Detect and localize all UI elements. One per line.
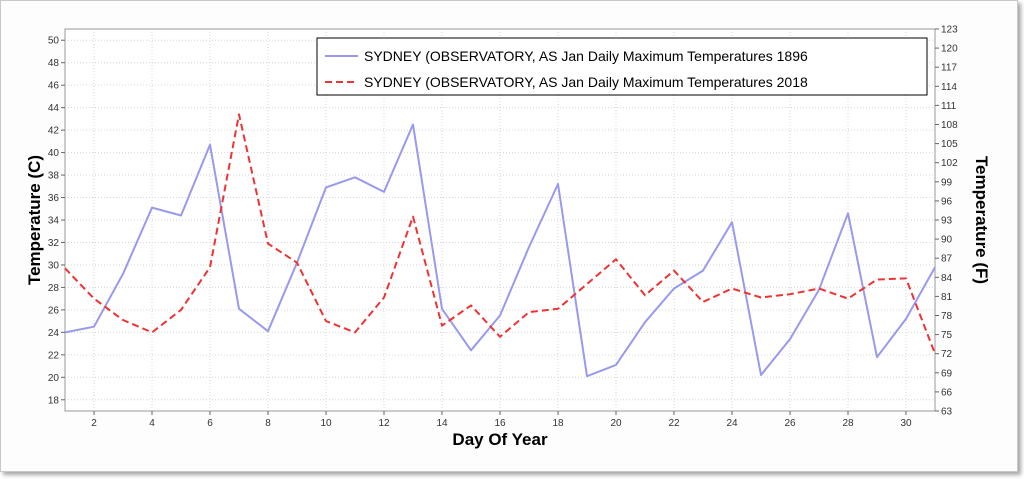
x-tick-label: 26 (784, 418, 796, 429)
y-tick-label-right: 90 (941, 235, 953, 246)
series-line-0 (64, 123, 936, 378)
y-tick-label-right: 75 (941, 330, 953, 341)
x-tick-label: 16 (494, 418, 506, 429)
x-tick-label: 2 (91, 418, 97, 429)
x-tick-label: 18 (552, 418, 564, 429)
y-axis-title-right: Temperature (F) (972, 156, 991, 284)
y-tick-label-right: 84 (941, 273, 953, 284)
y-tick-label-right: 123 (941, 25, 958, 36)
y-tick-label-right: 105 (941, 139, 958, 150)
y-tick-label-right: 63 (941, 407, 953, 418)
y-tick-label-left: 18 (48, 395, 60, 406)
y-tick-label-right: 117 (941, 63, 957, 74)
x-tick-label: 30 (900, 418, 912, 429)
x-tick-label: 24 (726, 418, 738, 429)
y-tick-label-left: 44 (48, 103, 60, 114)
x-tick-label: 10 (320, 418, 332, 429)
x-tick-label: 14 (436, 418, 448, 429)
series-line-1 (64, 113, 936, 355)
y-tick-label-right: 87 (941, 254, 953, 265)
x-tick-label: 22 (668, 418, 680, 429)
legend-box (316, 37, 928, 96)
y-tick-label-left: 36 (48, 193, 60, 204)
chart-frame: 2 4 6 8 10 12 14 16 18 20 22 24 26 28 30 18 20 22 24 26 28 30… (0, 0, 1018, 472)
legend-label-2018: SYDNEY (OBSERVATORY, AS Jan Daily Maximu… (364, 74, 808, 90)
x-tick-label: 8 (265, 418, 271, 429)
y-tick-label-left: 46 (48, 81, 60, 92)
y-tick-label-left: 30 (48, 260, 60, 271)
series-layer (64, 113, 936, 378)
y-tick-label-right: 120 (941, 44, 958, 55)
legend-label-1896: SYDNEY (OBSERVATORY, AS Jan Daily Maximu… (364, 48, 808, 64)
y-tick-label-left: 38 (48, 171, 60, 182)
x-tick-label: 6 (207, 418, 213, 429)
y-tick-label-left: 34 (48, 216, 60, 227)
y-tick-label-left: 24 (48, 328, 60, 339)
y-tick-label-right: 66 (941, 387, 953, 398)
x-tick-label: 4 (149, 418, 155, 429)
legend: SYDNEY (OBSERVATORY, AS Jan Daily Maximu… (316, 37, 928, 96)
y-tick-label-left: 32 (48, 238, 60, 249)
y-tick-label-left: 22 (48, 350, 60, 361)
y-tick-label-right: 93 (941, 216, 953, 227)
y-tick-label-right: 108 (941, 120, 958, 131)
y-tick-label-left: 42 (48, 126, 60, 137)
y-tick-label-left: 26 (48, 305, 60, 316)
x-tick-label: 28 (842, 418, 854, 429)
y-tick-label-right: 102 (941, 158, 958, 169)
x-tick-label: 12 (378, 418, 390, 429)
y-tick-label-left: 50 (48, 36, 60, 47)
y-tick-label-left: 48 (48, 58, 60, 69)
y-tick-label-right: 114 (941, 82, 957, 93)
tick-layer: 2 4 6 8 10 12 14 16 18 20 22 24 26 28 3018202224262830… (48, 25, 958, 430)
y-tick-label-left: 40 (48, 148, 60, 159)
y-axis-title-left: Temperature (C) (25, 155, 44, 285)
y-tick-label-right: 69 (941, 368, 953, 379)
y-tick-label-right: 78 (941, 311, 953, 322)
y-tick-label-right: 111 (941, 101, 957, 112)
y-tick-label-left: 28 (48, 283, 60, 294)
x-tick-label: 20 (610, 418, 622, 429)
y-tick-label-right: 99 (941, 177, 953, 188)
line-chart: 2 4 6 8 10 12 14 16 18 20 22 24 26 28 3018202224262830… (25, 25, 991, 450)
y-tick-label-left: 20 (48, 373, 60, 384)
x-axis-title: Day Of Year (452, 430, 548, 449)
y-tick-label-right: 72 (941, 349, 953, 360)
y-tick-label-right: 96 (941, 196, 953, 207)
y-tick-label-right: 81 (941, 292, 953, 303)
